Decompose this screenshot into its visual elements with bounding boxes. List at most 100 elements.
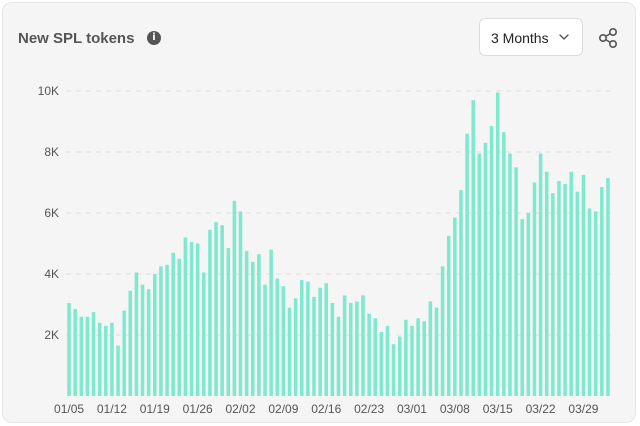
bar[interactable] — [446, 235, 451, 396]
bar[interactable] — [299, 280, 304, 396]
bar[interactable] — [575, 191, 580, 396]
bar[interactable] — [128, 290, 133, 396]
bar[interactable] — [416, 318, 420, 396]
bar[interactable] — [293, 298, 298, 396]
bar[interactable] — [557, 180, 561, 396]
bar[interactable] — [404, 319, 408, 396]
bar[interactable] — [91, 312, 96, 396]
bar[interactable] — [116, 345, 120, 396]
x-tick-label: 03/22 — [526, 402, 556, 416]
bar[interactable] — [177, 258, 182, 396]
bar[interactable] — [257, 254, 261, 396]
bar[interactable] — [453, 217, 457, 396]
bar[interactable] — [146, 289, 151, 396]
bar[interactable] — [85, 316, 90, 396]
bar[interactable] — [348, 302, 353, 396]
bar[interactable] — [324, 283, 329, 396]
bar[interactable] — [544, 171, 549, 396]
bar[interactable] — [526, 213, 531, 396]
bar[interactable] — [110, 322, 114, 396]
bar[interactable] — [477, 153, 482, 396]
chart-title: New SPL tokens — [18, 30, 135, 47]
bar[interactable] — [73, 309, 77, 396]
bar[interactable] — [520, 219, 524, 396]
bar[interactable] — [159, 266, 163, 396]
bar[interactable] — [361, 295, 365, 396]
bar[interactable] — [489, 126, 494, 396]
x-tick-label: 03/15 — [483, 402, 513, 416]
bar[interactable] — [287, 307, 292, 396]
bar[interactable] — [495, 92, 500, 397]
bar[interactable] — [587, 208, 592, 396]
bar[interactable] — [440, 266, 445, 396]
info-icon[interactable]: i — [147, 31, 161, 45]
bar[interactable] — [483, 142, 488, 396]
bar[interactable] — [269, 249, 273, 396]
bar[interactable] — [508, 153, 512, 396]
bar[interactable] — [385, 325, 390, 396]
bar[interactable] — [183, 237, 188, 396]
bar[interactable] — [189, 241, 194, 396]
bar[interactable] — [171, 252, 175, 396]
bar[interactable] — [502, 132, 506, 397]
bar[interactable] — [538, 153, 543, 396]
bar[interactable] — [336, 316, 341, 396]
bar[interactable] — [434, 307, 439, 396]
bar[interactable] — [226, 248, 231, 396]
bar[interactable] — [600, 187, 604, 396]
bar[interactable] — [208, 229, 212, 396]
bar[interactable] — [342, 295, 347, 396]
bar[interactable] — [397, 336, 402, 396]
bar[interactable] — [153, 274, 157, 396]
bar[interactable] — [367, 313, 371, 396]
bar[interactable] — [232, 200, 237, 396]
bar[interactable] — [373, 318, 378, 396]
bar[interactable] — [355, 301, 359, 396]
bar[interactable] — [140, 284, 145, 396]
bar[interactable] — [275, 278, 280, 396]
bar[interactable] — [318, 287, 322, 396]
bar[interactable] — [330, 302, 335, 396]
bar[interactable] — [312, 296, 316, 396]
bar[interactable] — [410, 325, 414, 396]
bar[interactable] — [165, 264, 169, 396]
bar[interactable] — [263, 284, 267, 396]
bar[interactable] — [220, 225, 224, 396]
bar[interactable] — [422, 321, 427, 396]
bar[interactable] — [569, 171, 573, 396]
bar[interactable] — [428, 301, 433, 396]
bar[interactable] — [104, 325, 108, 396]
bar[interactable] — [379, 331, 384, 396]
bar[interactable] — [238, 211, 243, 396]
bar[interactable] — [134, 272, 139, 396]
x-tick-label: 02/09 — [268, 402, 298, 416]
bar[interactable] — [67, 302, 71, 396]
bar[interactable] — [122, 310, 126, 396]
bar[interactable] — [563, 184, 567, 396]
bar[interactable] — [581, 174, 586, 396]
bar[interactable] — [459, 190, 463, 396]
bar[interactable] — [532, 182, 537, 397]
bar[interactable] — [471, 100, 475, 397]
bar[interactable] — [214, 222, 218, 396]
bar[interactable] — [281, 286, 286, 396]
bar[interactable] — [391, 344, 396, 396]
bar[interactable] — [244, 251, 249, 396]
time-range-dropdown[interactable]: 3 Months — [479, 18, 583, 56]
bar[interactable] — [306, 281, 310, 396]
bar[interactable] — [202, 272, 206, 396]
chevron-down-icon — [559, 34, 569, 40]
bar[interactable] — [551, 193, 555, 396]
x-tick-label: 02/16 — [311, 402, 341, 416]
bar[interactable] — [79, 316, 84, 396]
bar[interactable] — [250, 261, 255, 396]
share-icon[interactable] — [597, 27, 619, 49]
x-tick-label: 03/29 — [568, 402, 598, 416]
bar[interactable] — [195, 243, 200, 397]
bar[interactable] — [514, 167, 518, 396]
bar[interactable] — [97, 322, 102, 396]
bar[interactable] — [465, 133, 469, 396]
bar[interactable] — [606, 177, 610, 396]
time-range-label: 3 Months — [491, 30, 549, 46]
bar[interactable] — [593, 211, 598, 396]
